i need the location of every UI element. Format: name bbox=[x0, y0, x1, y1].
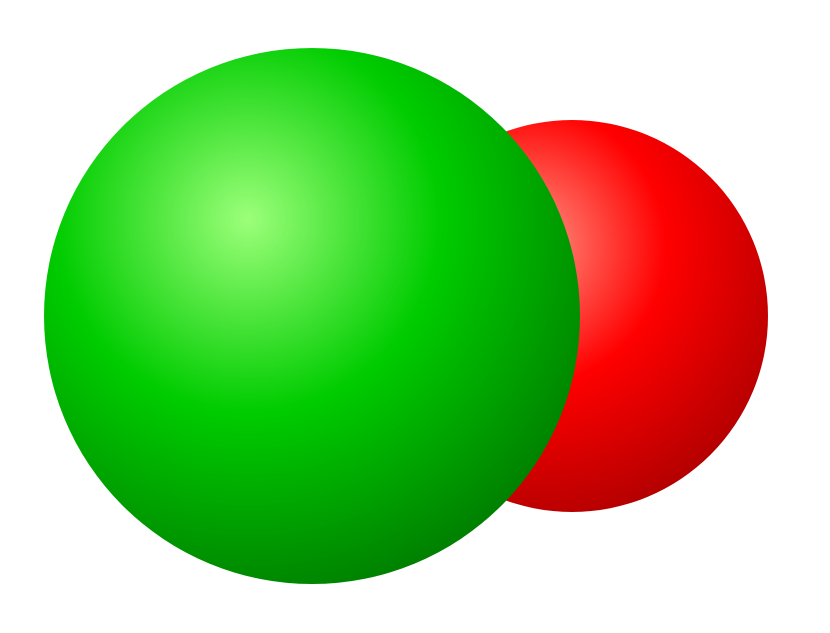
chlorine-atom bbox=[44, 48, 580, 584]
molecule-diagram bbox=[0, 0, 830, 633]
